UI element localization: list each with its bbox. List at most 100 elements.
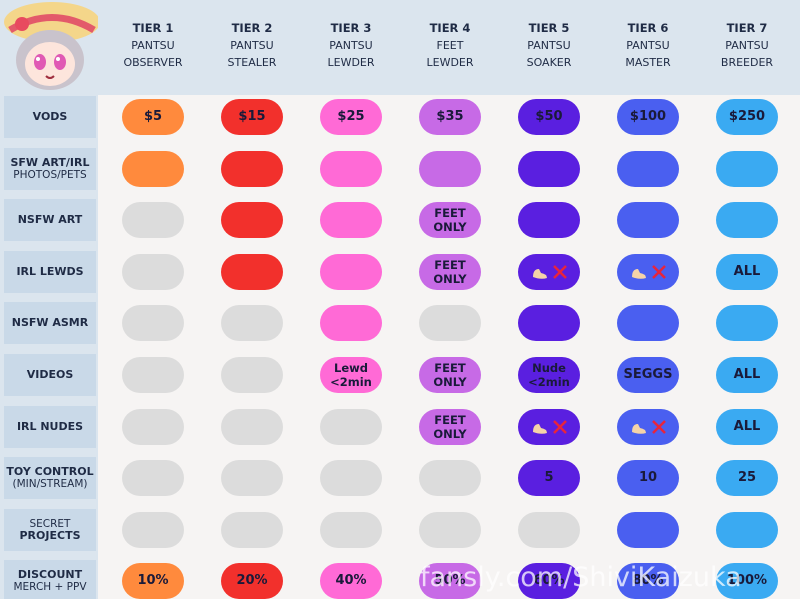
tier-pill: $50 — [518, 99, 580, 135]
no-feet-icon — [533, 264, 567, 279]
tier-header: TIER 2 PANTSU STEALER — [204, 20, 300, 71]
tier-pill — [617, 305, 679, 342]
tier-pill — [716, 150, 778, 187]
pill-text: FEET — [434, 412, 466, 427]
tier-pill — [320, 150, 382, 187]
tier-header: TIER 1 PANTSU OBSERVER — [105, 20, 201, 71]
tier-pill: 40% — [320, 563, 382, 599]
row-label-line: MERCH + PPV — [13, 581, 87, 594]
tier-pill: 60% — [518, 563, 580, 599]
pill-text: 100% — [726, 573, 768, 589]
tier-pill — [221, 202, 283, 239]
tier-pill — [221, 305, 283, 342]
pill-text: ONLY — [433, 220, 467, 235]
tier-pill — [320, 408, 382, 445]
row-label-line: IRL LEWDS — [16, 264, 84, 278]
tier-pill — [518, 511, 580, 548]
tier-pill: FEET ONLY — [419, 253, 481, 290]
tier-pill: 25 — [716, 460, 778, 497]
tier-pill — [320, 305, 382, 342]
tier-pill: 10% — [122, 563, 184, 599]
tier-pill — [518, 253, 580, 290]
tier-pill — [320, 511, 382, 548]
tier-pill — [122, 305, 184, 342]
pill-text: <2min — [330, 375, 372, 389]
no-feet-icon — [632, 419, 666, 434]
pill-text: ALL — [733, 367, 761, 382]
pill-text: 5 — [544, 470, 554, 486]
pill-text: $5 — [143, 109, 163, 124]
tier-name: PANTSU — [626, 39, 670, 52]
pill-text: ONLY — [433, 271, 467, 286]
tier-pill: $15 — [221, 99, 283, 135]
pill-text: ONLY — [433, 375, 467, 389]
tier-pill — [518, 202, 580, 239]
row-label-line: VIDEOS — [26, 368, 74, 381]
row-label-line: TOY CONTROL — [6, 465, 94, 479]
pill-text: 25 — [737, 470, 757, 486]
pill-text: 10% — [137, 573, 169, 589]
tier-name: PANTSU — [131, 39, 175, 52]
pill-text: FEET — [434, 257, 466, 272]
row-label-line: VODS — [32, 110, 68, 123]
tier-pill — [716, 511, 778, 548]
tier-pill: FEET ONLY — [419, 357, 481, 393]
tier-pill — [716, 305, 778, 342]
tier-pill — [320, 253, 382, 290]
tier-pill — [419, 460, 481, 497]
row-label: NSFW ART — [4, 199, 96, 242]
pill-text: $35 — [436, 109, 464, 124]
tier-name: LEWDER — [327, 56, 375, 69]
tier-number: TIER 3 — [330, 21, 372, 35]
row-label-line: IRL NUDES — [16, 419, 84, 433]
row-label: VIDEOS — [4, 354, 96, 396]
tier-pill — [617, 511, 679, 548]
tier-pill: 50% — [419, 563, 481, 599]
tier-pill — [518, 305, 580, 342]
row-label-line: SECRET — [29, 517, 71, 530]
tier-pill — [716, 202, 778, 239]
no-feet-icon — [533, 419, 567, 434]
pill-text: 20% — [236, 573, 268, 589]
tier-pill — [122, 460, 184, 497]
tier-pill — [221, 408, 283, 445]
tier-name: MASTER — [625, 56, 671, 69]
tier-pill — [320, 202, 382, 239]
pill-text: SEGGS — [623, 367, 673, 382]
tier-pill — [122, 357, 184, 393]
row-label: SECRET PROJECTS — [4, 508, 96, 551]
row-label: IRL LEWDS — [4, 250, 96, 293]
tier-pill — [122, 511, 184, 548]
tier-name: SOAKER — [526, 56, 572, 69]
tier-pill — [617, 253, 679, 290]
pill-text: Lewd — [334, 361, 368, 375]
tier-pill: $100 — [617, 99, 679, 135]
row-label-line: SFW ART/IRL — [10, 155, 90, 169]
pill-text: $15 — [238, 109, 266, 124]
tier-pill: ALL — [716, 357, 778, 393]
row-label-line: PROJECTS — [19, 528, 81, 542]
tier-pill: 20% — [221, 563, 283, 599]
tier-header: TIER 6 PANTSU MASTER — [600, 20, 696, 71]
tier-name: LEWDER — [426, 56, 474, 69]
tier-pill: 80% — [617, 563, 679, 599]
tier-header: TIER 7 PANTSU BREEDER — [699, 20, 795, 71]
tier-number: TIER 2 — [231, 21, 273, 35]
row-label-line: PHOTOS/PETS — [13, 168, 87, 181]
tier-pill — [518, 150, 580, 187]
tier-pill — [221, 253, 283, 290]
row-label-line: NSFW ASMR — [11, 316, 89, 330]
tier-header: TIER 3 PANTSU LEWDER — [303, 20, 399, 71]
row-label: IRL NUDES — [4, 405, 96, 448]
tier-number: TIER 1 — [132, 21, 174, 35]
pill-text: 50% — [434, 573, 466, 589]
tier-pill: $25 — [320, 99, 382, 135]
tier-pill — [617, 408, 679, 445]
tier-pill: $250 — [716, 99, 778, 135]
tier-pill — [419, 305, 481, 342]
tier-pill — [122, 150, 184, 187]
tier-pill — [221, 150, 283, 187]
tier-name: PANTSU — [230, 39, 274, 52]
tier-pill — [419, 150, 481, 187]
